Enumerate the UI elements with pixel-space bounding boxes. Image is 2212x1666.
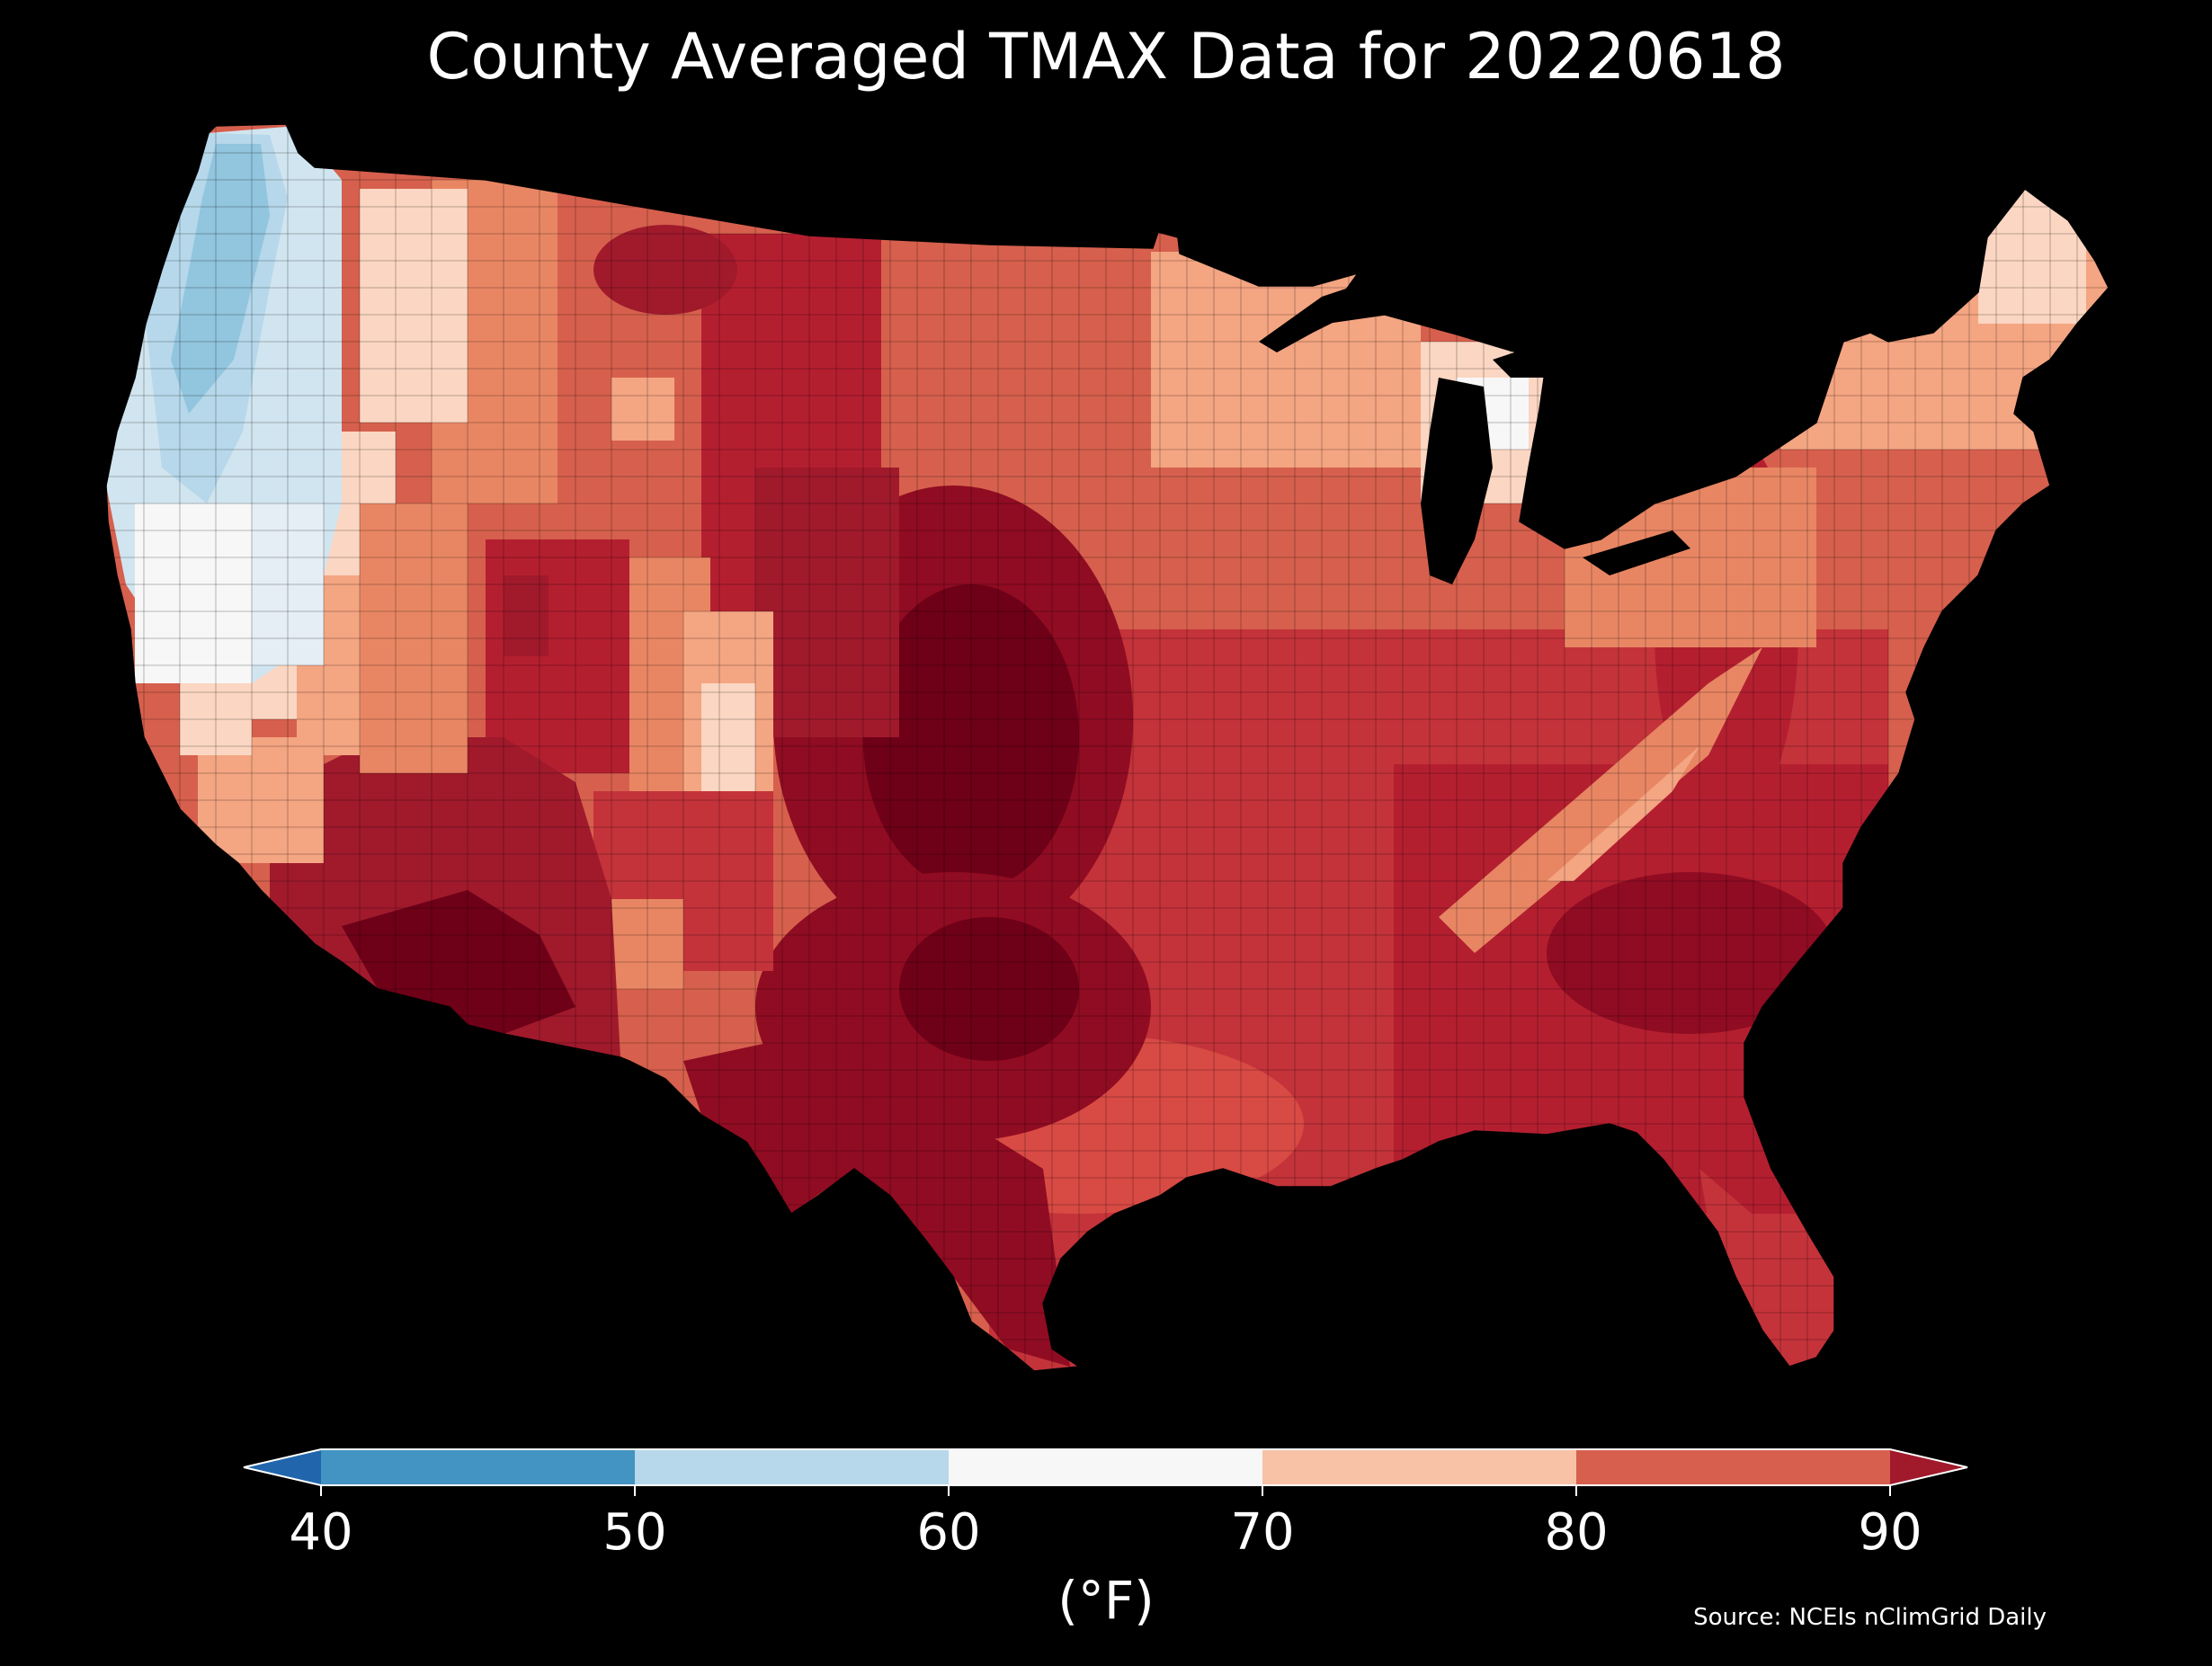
colorbar-tick-label-3: 70 — [1230, 1503, 1295, 1562]
map-title: County Averaged TMAX Data for 20220618 — [426, 20, 1786, 94]
colorbar-tick-label-2: 60 — [916, 1503, 981, 1562]
great-lakes — [1259, 279, 1690, 584]
colorbar — [243, 1448, 1968, 1496]
colorbar-tick-label-0: 40 — [289, 1503, 353, 1562]
colorbar-tick-label-5: 90 — [1858, 1503, 1922, 1562]
colorbar-bin-0 — [244, 1449, 321, 1485]
colorbar-bin-4 — [1262, 1449, 1576, 1485]
colorbar-tick-label-1: 50 — [602, 1503, 667, 1562]
colorbar-bin-1 — [321, 1449, 635, 1485]
colorbar-bin-2 — [635, 1449, 949, 1485]
colorbar-label: (°F) — [1057, 1570, 1155, 1631]
colorbar-bin-5 — [1576, 1449, 1890, 1485]
colorbar-tick-label-4: 80 — [1544, 1503, 1609, 1562]
source-note: Source: NCEIs nClimGrid Daily — [1693, 1604, 2047, 1631]
colorbar-bin-3 — [949, 1449, 1262, 1485]
colorbar-bin-6 — [1890, 1449, 1967, 1485]
us-outline — [105, 123, 2109, 1372]
